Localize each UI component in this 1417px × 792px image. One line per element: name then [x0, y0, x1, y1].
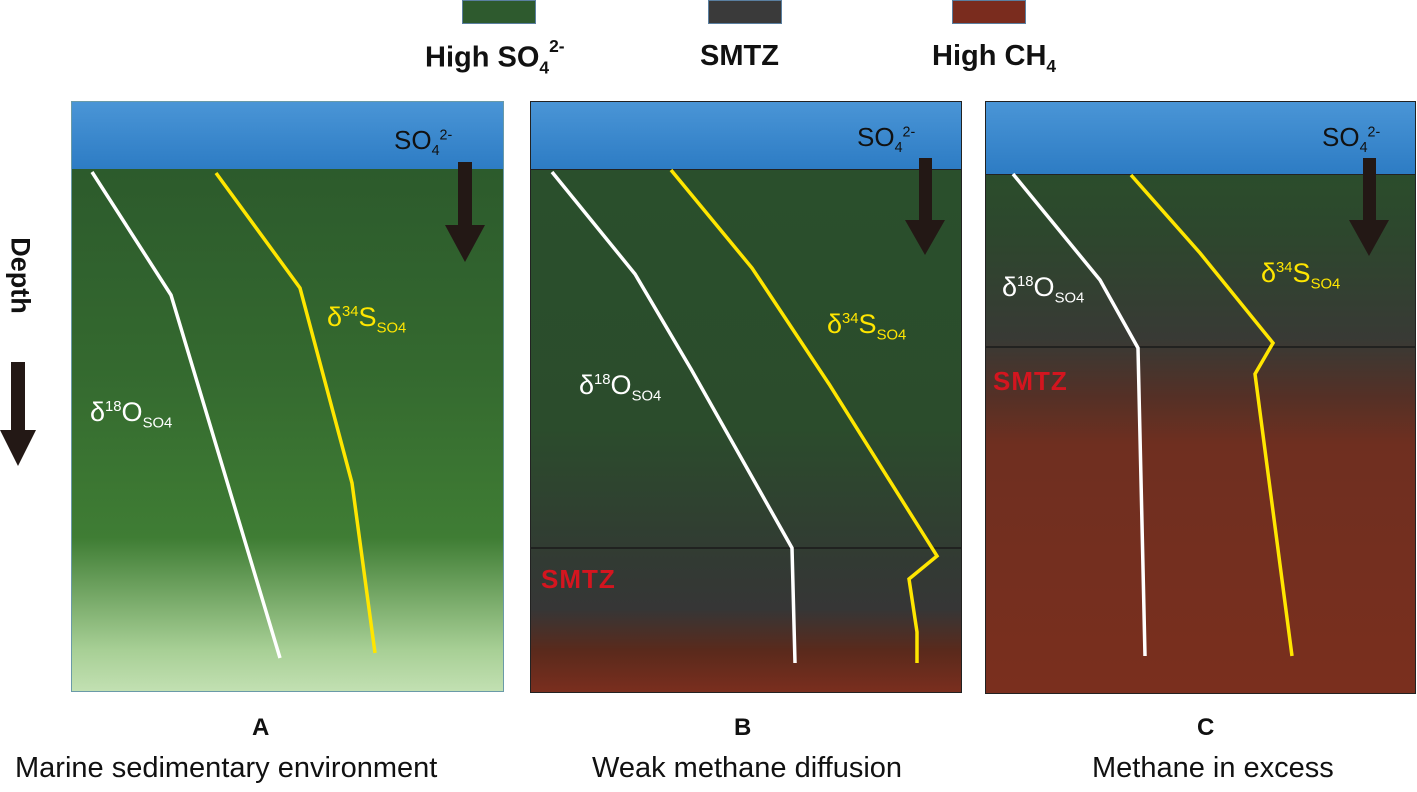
legend-label-high-so4: High SO42-: [425, 36, 565, 78]
panel-a: SO42- δ18OSO4 δ34SSO4: [71, 101, 504, 692]
water-layer: [72, 102, 503, 169]
sulfate-label: SO42-: [1322, 122, 1381, 157]
down-arrow-icon: [445, 162, 485, 262]
legend-swatch-high-so4: [462, 0, 536, 24]
legend-swatch-high-ch4: [952, 0, 1026, 24]
panel-b: SO42- δ18OSO4 δ34SSO4 SMTZ: [530, 101, 962, 693]
sulfate-label: SO42-: [857, 122, 916, 157]
legend-swatch-smtz: [708, 0, 782, 24]
panel-letter-c: C: [1197, 714, 1215, 741]
sulfur-isotope-line: [669, 168, 940, 663]
profile-lines: [531, 158, 961, 664]
oxygen-isotope-label: δ18OSO4: [1002, 272, 1085, 307]
panel-letter-b: B: [734, 714, 752, 741]
smtz-label: SMTZ: [541, 564, 616, 594]
caption-c: Methane in excess: [1092, 752, 1334, 784]
water-layer: [986, 102, 1415, 175]
oxygen-isotope-line: [1011, 172, 1147, 657]
depth-arrow-icon: [0, 362, 36, 466]
legend-label-smtz: SMTZ: [700, 40, 779, 72]
sulfur-isotope-label: δ34SSO4: [327, 302, 407, 337]
oxygen-isotope-label: δ18OSO4: [579, 370, 662, 405]
oxygen-isotope-line: [90, 171, 282, 659]
depth-axis-label: Depth: [5, 237, 36, 314]
legend-label-high-ch4: High CH4: [932, 40, 1057, 76]
caption-a: Marine sedimentary environment: [15, 752, 438, 784]
oxygen-isotope-label: δ18OSO4: [90, 397, 173, 432]
oxygen-isotope-line: [550, 170, 797, 664]
down-arrow-icon: [905, 158, 945, 255]
sulfur-isotope-line: [1129, 173, 1294, 657]
sulfur-isotope-line: [214, 171, 377, 654]
profile-lines: [986, 158, 1415, 657]
sulfur-isotope-label: δ34SSO4: [1261, 258, 1341, 293]
water-layer: [531, 102, 961, 170]
smtz-label: SMTZ: [993, 366, 1068, 396]
panel-letter-a: A: [252, 714, 270, 741]
sulfur-isotope-label: δ34SSO4: [827, 309, 907, 344]
down-arrow-icon: [1349, 158, 1389, 256]
sulfate-label: SO42-: [394, 125, 453, 160]
panel-c: SO42- δ18OSO4 δ34SSO4 SMTZ: [985, 101, 1416, 694]
profile-lines: [90, 162, 485, 659]
caption-b: Weak methane diffusion: [592, 752, 903, 784]
